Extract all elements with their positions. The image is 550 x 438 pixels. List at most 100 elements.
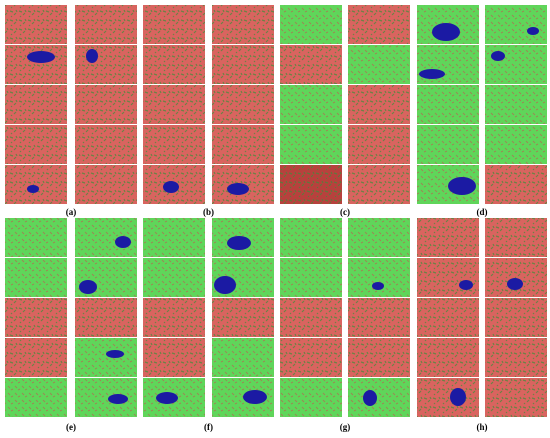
tile-texture xyxy=(417,125,479,164)
tile-texture xyxy=(485,218,547,257)
tile-texture xyxy=(75,45,137,84)
blue-region xyxy=(163,181,179,193)
tile-texture xyxy=(143,218,205,257)
blue-region xyxy=(227,183,249,195)
blue-region xyxy=(108,394,128,404)
blue-region xyxy=(448,177,476,195)
tile-texture xyxy=(212,338,274,377)
blue-region xyxy=(450,388,466,406)
tile-texture xyxy=(348,218,410,257)
tile-texture xyxy=(75,125,137,164)
blue-region xyxy=(227,236,251,250)
tile-texture xyxy=(143,85,205,124)
tile-texture xyxy=(280,218,342,257)
panel-label: (c) xyxy=(340,207,350,217)
tile-texture xyxy=(417,298,479,337)
blue-region xyxy=(491,51,505,61)
tile-texture xyxy=(348,45,410,84)
panel-label: (g) xyxy=(340,422,351,432)
tile-texture xyxy=(5,165,67,204)
tile-texture xyxy=(485,125,547,164)
tile-texture xyxy=(75,85,137,124)
tile-texture xyxy=(212,125,274,164)
tile-texture xyxy=(485,5,547,44)
blue-region xyxy=(27,185,39,193)
panel-label: (h) xyxy=(477,422,488,432)
blue-region xyxy=(363,390,377,406)
tile-texture xyxy=(348,298,410,337)
tile-texture xyxy=(485,338,547,377)
panel-label: (d) xyxy=(477,207,488,217)
tile-texture xyxy=(348,258,410,297)
tile-texture xyxy=(5,378,67,417)
blue-region xyxy=(459,280,473,290)
tile-texture xyxy=(280,298,342,337)
tile-texture xyxy=(280,45,342,84)
blue-region xyxy=(156,392,178,404)
blue-region xyxy=(432,23,460,41)
blue-region xyxy=(419,69,445,79)
tile-texture xyxy=(5,5,67,44)
panel-label: (a) xyxy=(66,207,77,217)
tile-texture xyxy=(417,258,479,297)
tile-texture xyxy=(143,258,205,297)
tile-texture xyxy=(417,338,479,377)
tile-texture xyxy=(485,258,547,297)
blue-region xyxy=(243,390,267,404)
tile-texture xyxy=(5,338,67,377)
tile-texture xyxy=(5,258,67,297)
tile-texture xyxy=(417,378,479,417)
tile-texture xyxy=(348,338,410,377)
tile-texture xyxy=(417,218,479,257)
tile-texture xyxy=(5,45,67,84)
tile-texture xyxy=(485,165,547,204)
tile-texture xyxy=(75,338,137,377)
tile-texture xyxy=(143,5,205,44)
tile-texture xyxy=(212,5,274,44)
tile-texture xyxy=(143,338,205,377)
tile-texture xyxy=(5,125,67,164)
tile-texture xyxy=(212,298,274,337)
tile-texture xyxy=(280,5,342,44)
blue-region xyxy=(527,27,539,35)
tile-texture xyxy=(212,85,274,124)
blue-region xyxy=(79,280,97,294)
blue-region xyxy=(372,282,384,290)
tile-texture xyxy=(280,165,342,204)
tile-texture xyxy=(485,298,547,337)
tile-texture xyxy=(5,85,67,124)
tile-texture xyxy=(280,338,342,377)
tile-texture xyxy=(75,298,137,337)
tile-texture xyxy=(348,85,410,124)
tile-texture xyxy=(485,45,547,84)
tile-texture xyxy=(280,378,342,417)
panel-label: (b) xyxy=(203,207,214,217)
tile-texture xyxy=(280,85,342,124)
tile-texture xyxy=(348,125,410,164)
tile-texture xyxy=(75,5,137,44)
tile-texture xyxy=(143,125,205,164)
tile-texture xyxy=(5,218,67,257)
tile-texture xyxy=(75,378,137,417)
tile-texture xyxy=(280,258,342,297)
blue-region xyxy=(507,278,523,290)
blue-region xyxy=(86,49,98,63)
blue-region xyxy=(106,350,124,358)
tile-texture xyxy=(5,298,67,337)
panel-label: (e) xyxy=(66,422,76,432)
panels xyxy=(5,5,547,417)
tile-texture xyxy=(485,378,547,417)
tile-texture xyxy=(143,45,205,84)
tile-texture xyxy=(485,85,547,124)
tile-texture xyxy=(348,378,410,417)
tile-texture xyxy=(280,125,342,164)
blue-region xyxy=(27,51,55,63)
tile-texture xyxy=(75,165,137,204)
panel-label: (f) xyxy=(204,422,213,432)
tile-texture xyxy=(348,165,410,204)
tile-texture xyxy=(348,5,410,44)
tile-texture xyxy=(417,85,479,124)
blue-region xyxy=(115,236,131,248)
tile-texture xyxy=(143,298,205,337)
